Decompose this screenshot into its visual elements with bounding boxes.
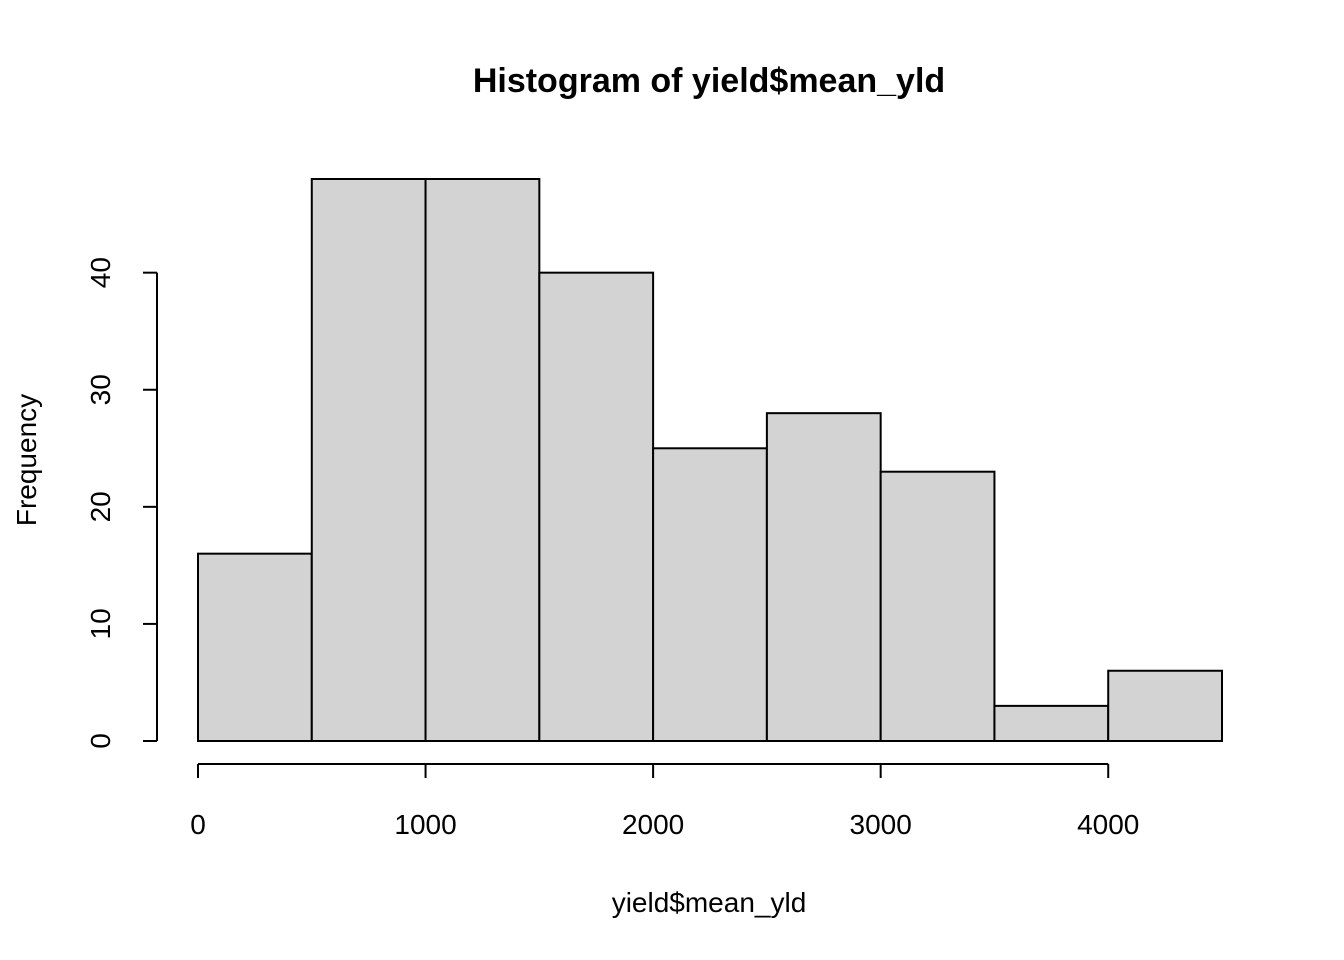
x-tick-label-4: 4000 (1077, 809, 1139, 840)
x-axis: 0 1000 2000 3000 4000 (190, 763, 1139, 840)
histogram-bar-0 (197, 552, 313, 743)
y-tick-label-1: 10 (85, 608, 116, 639)
x-tick-label-3: 3000 (850, 809, 912, 840)
bars-group (197, 178, 1223, 743)
histogram-bar-2 (424, 178, 541, 742)
y-axis-label: Frequency (11, 394, 42, 526)
histogram-bar-5 (765, 412, 882, 742)
y-tick-label-2: 20 (85, 491, 116, 522)
y-tick-label-4: 40 (85, 257, 116, 288)
x-tick-label-0: 0 (190, 809, 206, 840)
y-tick-label-0: 0 (85, 733, 116, 749)
histogram-bar-4 (652, 447, 768, 742)
x-tick-label-2: 2000 (622, 809, 684, 840)
y-axis: 0 10 20 30 40 (85, 257, 158, 749)
x-tick-label-1: 1000 (394, 809, 456, 840)
x-axis-label: yield$mean_yld (612, 887, 807, 918)
histogram-bar-7 (993, 704, 1110, 742)
y-tick-label-3: 30 (85, 374, 116, 405)
chart-title: Histogram of yield$mean_yld (473, 62, 945, 100)
histogram-bar-6 (879, 470, 996, 742)
histogram-bar-3 (538, 271, 655, 742)
histogram-bar-8 (1107, 669, 1223, 742)
histogram-bar-1 (310, 178, 427, 742)
